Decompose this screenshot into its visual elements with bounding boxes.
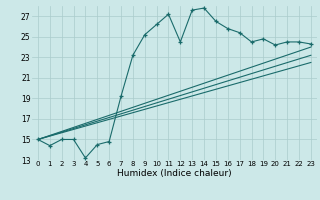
X-axis label: Humidex (Indice chaleur): Humidex (Indice chaleur) bbox=[117, 169, 232, 178]
